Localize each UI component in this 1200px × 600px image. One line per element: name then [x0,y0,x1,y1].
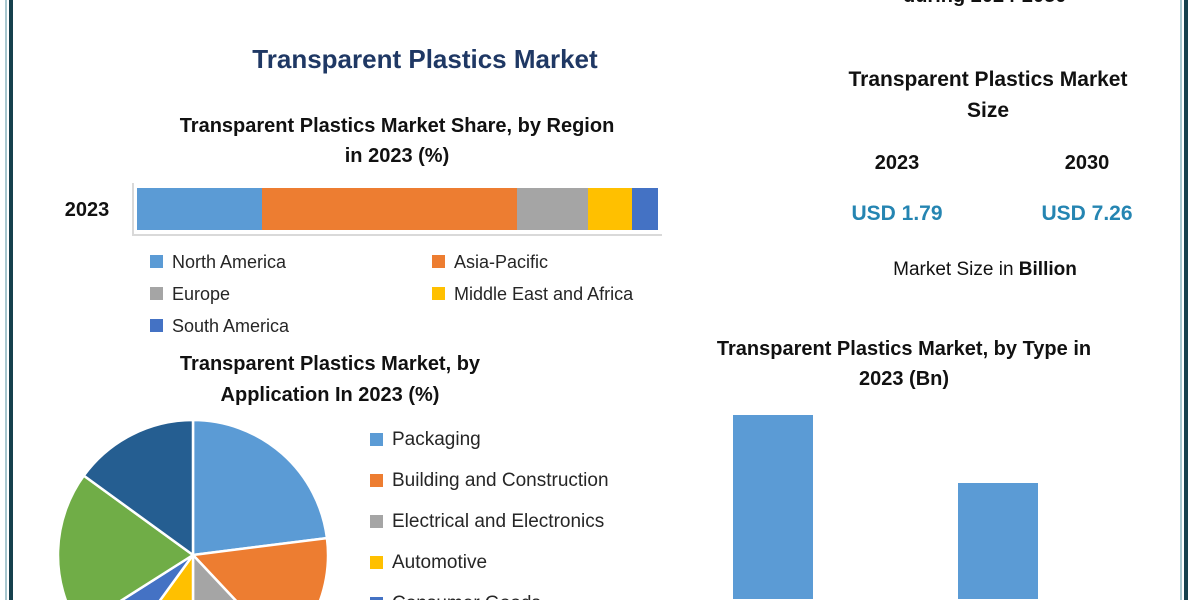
region-chart-title: Transparent Plastics Market Share, by Re… [97,111,697,171]
legend-swatch [150,255,163,268]
legend-label: Building and Construction [392,470,609,491]
region-axis-category-label: 2023 [64,199,110,221]
pie-chart-title-line2: Application In 2023 (%) [220,384,440,406]
right-inner-line [1180,0,1182,600]
region-y-axis-line [132,183,134,236]
legend-swatch [370,515,383,528]
market-size-footnote-text: Market Size in [893,259,1019,280]
market-size-footnote-unit: Billion [1018,259,1077,280]
legend-item-europe: Europe [150,283,289,305]
legend-item-electrical-electronics: Electrical and Electronics [370,511,609,533]
left-frame-border [9,0,13,600]
legend-label: Automotive [392,552,488,573]
region-bar-segment-asia-pacific [262,188,518,230]
legend-label: Electrical and Electronics [392,511,605,532]
type-chart-title: Transparent Plastics Market, by Type in … [654,334,1154,394]
legend-item-automotive: Automotive [370,552,609,574]
pie-slice-5 [56,474,195,600]
legend-swatch [432,255,445,268]
legend-swatch [432,287,445,300]
market-size-title-line2: Size [966,99,1010,122]
type-bar-2 [958,483,1038,599]
market-size-title: Transparent Plastics Market Size [788,64,1188,126]
legend-item-packaging: Packaging [370,429,609,451]
legend-label: Middle East and Africa [454,284,634,304]
pie-slice-building-and-construction [191,536,330,600]
legend-item-building-construction: Building and Construction [370,470,609,492]
market-size-year-2023: 2023 [874,152,920,174]
region-stacked-bar [137,188,658,230]
market-size-value-2030: USD 7.26 [1041,202,1133,225]
legend-item-south-america: South America [150,315,289,337]
legend-label: Europe [172,284,231,304]
application-pie [56,418,330,600]
legend-label: Packaging [392,429,481,450]
legend-swatch [370,556,383,569]
region-chart-title-line2: in 2023 (%) [344,145,450,167]
region-bar-segment-south-america [631,188,658,230]
type-chart-title-line1: Transparent Plastics Market, by Type in [716,338,1092,360]
market-size-value-2023: USD 1.79 [851,202,943,225]
legend-label: South America [172,316,290,336]
legend-item-middle-east-africa: Middle East and Africa [432,283,633,305]
region-legend-column-2: Asia-Pacific Middle East and Africa [432,251,633,305]
legend-label: North America [172,252,287,272]
legend-item-north-america: North America [150,251,289,273]
region-bar-segment-europe [517,188,588,230]
market-size-title-line1: Transparent Plastics Market [848,68,1128,91]
legend-swatch [150,287,163,300]
pie-slice-6 [82,418,195,557]
legend-swatch [370,474,383,487]
page-title: Transparent Plastics Market [252,44,598,74]
legend-swatch [150,319,163,332]
left-inner-line [5,0,7,600]
pie-chart-title-line1: Transparent Plastics Market, by [179,353,481,375]
top-clipped-text: during 2024-2030 [903,0,1066,8]
legend-label: Consumer Goods [392,593,541,600]
legend-swatch [370,597,383,600]
type-chart-title-line2: 2023 (Bn) [858,368,950,390]
region-bar-segment-middle-east-and-africa [587,188,632,230]
legend-item-asia-pacific: Asia-Pacific [432,251,633,273]
legend-item-consumer-goods: Consumer Goods [370,593,609,600]
market-size-year-2030: 2030 [1064,152,1110,174]
legend-label: Asia-Pacific [454,252,549,272]
region-x-baseline [132,234,662,236]
pie-legend: Packaging Building and Construction Elec… [370,429,609,600]
market-size-footnote: Market Size in Billion [785,259,1185,281]
type-bar-1 [733,415,813,599]
pie-slice-electrical-and-electronics [191,553,237,600]
pie-slice-packaging [191,418,329,557]
pie-chart-title: Transparent Plastics Market, by Applicat… [80,349,580,411]
region-legend-column-1: North America Europe South America [150,251,289,337]
region-chart-title-line1: Transparent Plastics Market Share, by Re… [179,115,615,137]
right-frame-border [1184,0,1188,600]
legend-swatch [370,433,383,446]
application-pie-svg [56,418,330,600]
region-bar-segment-north-america [137,188,263,230]
